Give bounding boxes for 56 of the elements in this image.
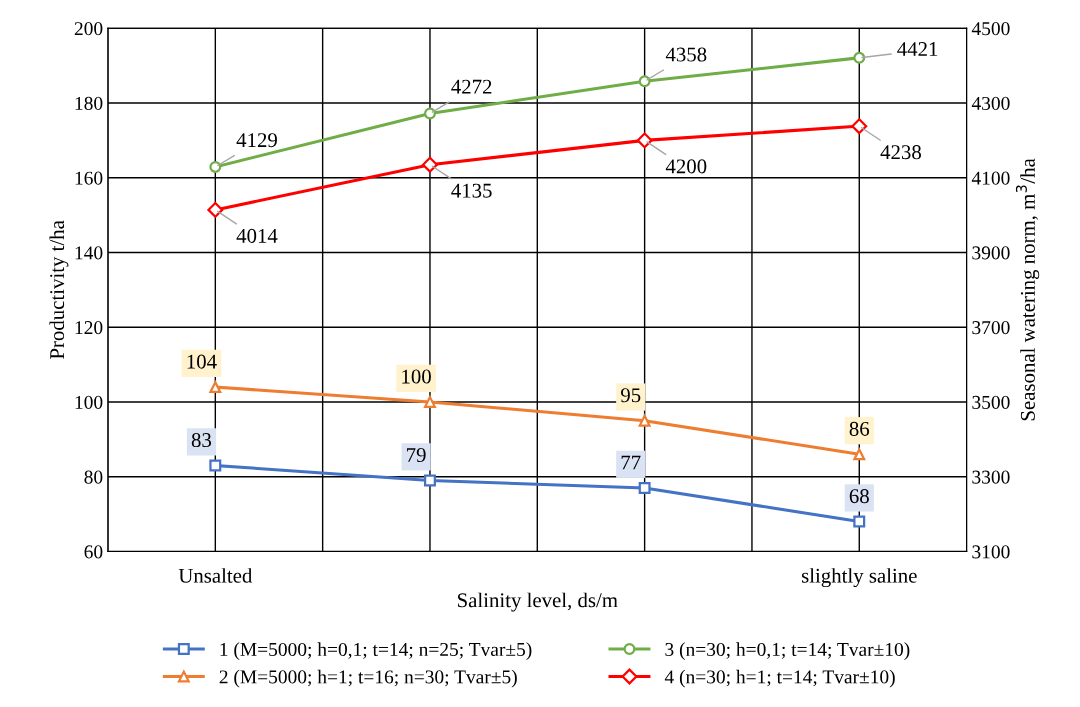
point xyxy=(207,201,224,218)
y-tick-label: 160 xyxy=(75,171,103,185)
point xyxy=(421,156,438,173)
data-label: 4421 xyxy=(897,42,938,56)
y-tick-label: 140 xyxy=(75,246,103,260)
point xyxy=(636,132,653,149)
legend-label: 1 (M=5000; h=0,1; t=14; n=25; Tvar±5) xyxy=(220,642,532,660)
x-tick-label: Unsalted xyxy=(178,568,253,583)
legend-label: 2 (M=5000; h=1; t=16; n=30; Tvar±5) xyxy=(219,669,517,688)
x-axis-title: Salinity level, ds/m xyxy=(457,592,618,612)
point xyxy=(853,515,866,528)
point xyxy=(638,481,651,494)
y-axis-title: Productivity t/ha xyxy=(49,220,69,359)
y-tick-label: 100 xyxy=(75,395,103,409)
data-label: 4135 xyxy=(451,183,492,198)
y2-tick-label: 3700 xyxy=(972,321,1010,335)
point xyxy=(424,474,436,487)
data-label: 4272 xyxy=(451,79,492,94)
x-tick-label: slightly saline xyxy=(801,568,917,588)
point xyxy=(424,107,436,120)
data-label: 104 xyxy=(187,354,217,369)
data-label: 68 xyxy=(849,489,869,504)
point xyxy=(424,396,436,408)
point xyxy=(853,448,866,461)
data-label: 86 xyxy=(849,421,870,436)
legend-label: 4 (n=30; h=1; t=14; Tvar±10) xyxy=(664,669,895,688)
y2-tick-label: 3900 xyxy=(972,246,1010,260)
y-tick-label: 80 xyxy=(84,470,103,484)
y2-tick-label: 3500 xyxy=(972,395,1010,409)
data-label: 100 xyxy=(402,369,431,384)
point xyxy=(209,160,222,173)
point xyxy=(638,414,651,427)
data-label: 4238 xyxy=(880,145,921,160)
data-label: 4014 xyxy=(236,228,278,243)
y-tick-label: 60 xyxy=(84,545,103,559)
y-tick-label: 200 xyxy=(74,22,103,36)
y2-tick-label: 3100 xyxy=(972,545,1010,559)
y-tick-label: 180 xyxy=(75,96,103,110)
y2-tick-label: 4100 xyxy=(971,171,1010,185)
data-label: 83 xyxy=(191,433,212,448)
data-label: 77 xyxy=(621,455,641,470)
point xyxy=(853,51,866,64)
point xyxy=(209,459,222,472)
data-label: 95 xyxy=(620,388,641,403)
y2-tick-label: 4500 xyxy=(971,22,1010,36)
data-label: 4358 xyxy=(665,47,707,62)
y2-tick-label: 3300 xyxy=(972,470,1010,484)
legend-label: 3 (n=30; h=0,1; t=14; Tvar±10) xyxy=(665,642,910,660)
data-label: 4129 xyxy=(236,133,277,148)
data-label: 4200 xyxy=(665,159,707,174)
y2-tick-label: 4300 xyxy=(971,96,1010,110)
data-label: 79 xyxy=(407,448,426,463)
y2-axis-title: Seasonal watering norm, m$^{3}$/ha xyxy=(1015,158,1040,421)
y-tick-label: 120 xyxy=(75,321,103,335)
point xyxy=(851,118,868,135)
point xyxy=(638,75,651,88)
